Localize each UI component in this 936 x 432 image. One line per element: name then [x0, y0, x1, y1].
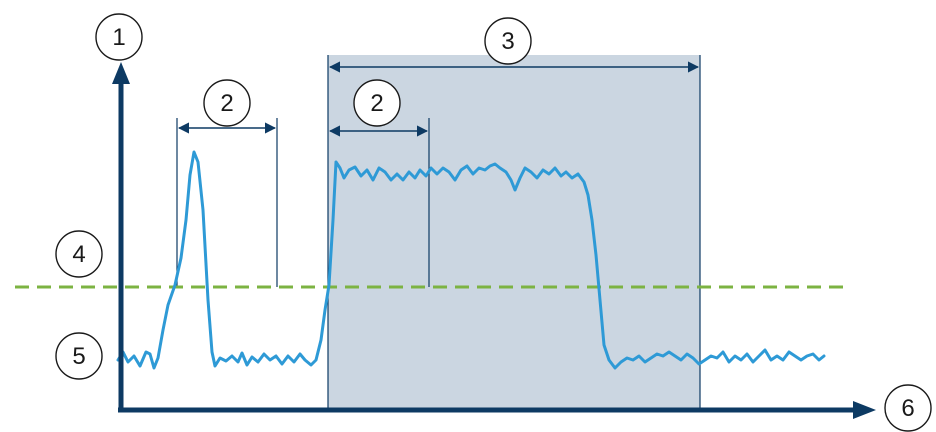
callout-2-right-label: 2: [370, 90, 383, 117]
callout-4-label: 4: [72, 241, 85, 268]
callout-2-left: 2: [203, 79, 251, 127]
callout-3-label: 3: [501, 28, 514, 55]
callout-5-label: 5: [72, 343, 85, 370]
callout-1: 1: [95, 13, 143, 61]
callout-6-label: 6: [901, 395, 914, 422]
signal-curve: [116, 150, 826, 370]
x-axis-arrowhead: [853, 401, 876, 419]
callout-2-right: 2: [353, 79, 401, 127]
callout-2-left-label: 2: [220, 90, 233, 117]
callout-3: 3: [484, 17, 532, 65]
callout-4: 4: [55, 230, 103, 278]
callout-1-label: 1: [112, 24, 125, 51]
callout-5: 5: [55, 332, 103, 380]
y-axis-arrowhead: [112, 62, 130, 84]
callout-6: 6: [884, 384, 932, 432]
